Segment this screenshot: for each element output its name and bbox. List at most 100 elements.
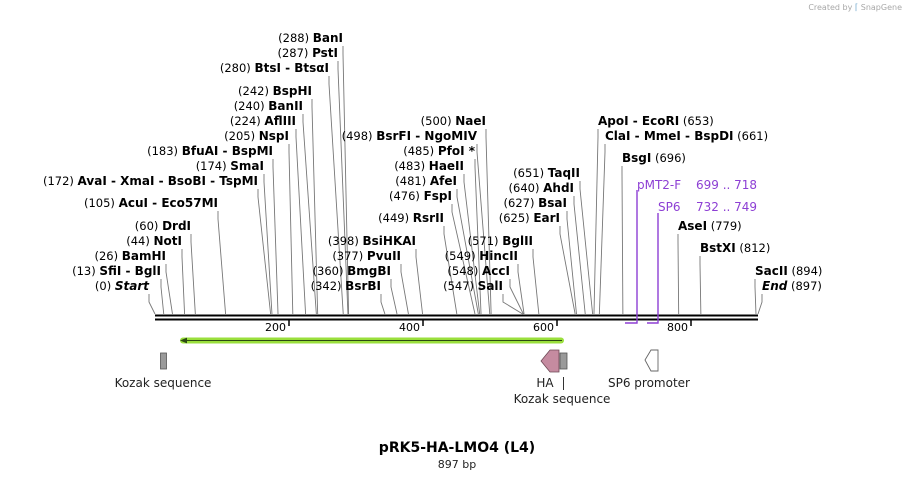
site-position: (571) xyxy=(468,234,503,248)
site-label-btsi[interactable]: (280) BtsI - BtsαI xyxy=(220,61,329,75)
site-label-bani[interactable]: (288) BanI xyxy=(278,31,343,45)
site-label-sacii[interactable]: SacII (894) xyxy=(755,264,822,278)
site-label-nspi[interactable]: (205) NspI xyxy=(224,129,289,143)
site-label-banii[interactable]: (240) BanII xyxy=(234,99,303,113)
site-label-bsai[interactable]: (627) BsaI xyxy=(504,196,567,210)
site-label-hincii[interactable]: (549) HincII xyxy=(445,249,518,263)
site-label-acui[interactable]: (105) AcuI - Eco57MI xyxy=(84,196,218,210)
site-label-taqii[interactable]: (651) TaqII xyxy=(513,166,580,180)
site-label-bglii[interactable]: (571) BglII xyxy=(468,234,533,248)
site-label-acci[interactable]: (548) AccI xyxy=(447,264,510,278)
site-label-sfii[interactable]: (13) SfiI - BglI xyxy=(72,264,161,278)
feature-ha[interactable]: HA xyxy=(536,349,560,390)
site-position: (280) xyxy=(220,61,255,75)
site-position: (625) xyxy=(499,211,534,225)
enzyme-name: BsrBI xyxy=(345,279,381,293)
site-line-sacii xyxy=(754,279,757,315)
site-label-bsphi[interactable]: (242) BspHI xyxy=(238,84,312,98)
site-line-naei xyxy=(485,129,492,315)
enzyme-name: BsrFI - NgoMIV xyxy=(376,129,477,143)
site-position: (547) xyxy=(443,279,478,293)
site-position: (377) xyxy=(332,249,367,263)
enzyme-name: AcuI - Eco57MI xyxy=(119,196,218,210)
site-label-rsrii[interactable]: (449) RsrII xyxy=(378,211,444,225)
site-label-eari[interactable]: (625) EarI xyxy=(499,211,560,225)
site-line-end xyxy=(757,294,763,315)
enzyme-name: BspHI xyxy=(273,84,312,98)
site-label-pvuii[interactable]: (377) PvuII xyxy=(332,249,401,263)
enzyme-name: BsgI xyxy=(622,151,651,165)
enzyme-name: BmgBI xyxy=(347,264,391,278)
site-label-naei[interactable]: (500) NaeI xyxy=(421,114,486,128)
map-title: pRK5-HA-LMO4 (L4) xyxy=(378,440,536,456)
site-position: (287) xyxy=(277,46,312,60)
enzyme-name: BamHI xyxy=(122,249,166,263)
enzyme-name: BglII xyxy=(502,234,533,248)
site-position: (476) xyxy=(389,189,424,203)
primer-pmt2-f[interactable]: pMT2-F 699 .. 718 xyxy=(625,178,757,324)
enzyme-name: AseI xyxy=(678,219,707,233)
site-label-bsrfi[interactable]: (498) BsrFI - NgoMIV xyxy=(342,129,478,143)
feature-kozak-2[interactable]: Kozak sequence xyxy=(514,352,611,406)
primer-sp6[interactable]: SP6 732 .. 749 xyxy=(647,200,757,324)
tick-800: 800 xyxy=(667,320,692,334)
site-line-ahdi xyxy=(573,196,586,315)
site-label-start[interactable]: (0) Start xyxy=(95,279,150,293)
site-position: (481) xyxy=(395,174,430,188)
tick-label-200: 200 xyxy=(265,321,286,334)
site-label-apoi[interactable]: ApoI - EcoRI (653) xyxy=(598,114,714,128)
site-label-haeii[interactable]: (483) HaeII xyxy=(394,159,464,173)
site-label-ahdi[interactable]: (640) AhdI xyxy=(509,181,574,195)
site-label-bamhi[interactable]: (26) BamHI xyxy=(94,249,166,263)
site-label-afei[interactable]: (481) AfeI xyxy=(395,174,457,188)
enzyme-name: PfoI * xyxy=(438,144,476,158)
site-label-bsgi[interactable]: BsgI (696) xyxy=(622,151,686,165)
credit-text: Created by xyxy=(808,3,853,12)
feature-kozak-1-label: Kozak sequence xyxy=(115,376,212,390)
tick-label-800: 800 xyxy=(667,321,688,334)
feature-sp6-promoter[interactable]: SP6 promoter xyxy=(608,349,690,390)
orf-arrow[interactable] xyxy=(180,337,564,344)
site-label-bsihkai[interactable]: (398) BsiHKAI xyxy=(328,234,416,248)
site-label-psti[interactable]: (287) PstI xyxy=(277,46,338,60)
enzyme-name: HaeII xyxy=(429,159,464,173)
site-label-noti[interactable]: (44) NotI xyxy=(126,234,182,248)
primer-sp6-range: 732 .. 749 xyxy=(696,200,757,214)
enzyme-name: HincII xyxy=(479,249,518,263)
site-position: (627) xyxy=(504,196,539,210)
tick-200: 200 xyxy=(265,320,290,334)
site-position: (548) xyxy=(447,264,482,278)
site-label-end[interactable]: End (897) xyxy=(762,279,822,293)
site-label-clai[interactable]: ClaI - MmeI - BspDI (661) xyxy=(605,129,768,143)
site-position: (651) xyxy=(513,166,548,180)
snapgene-credit: Created by ⌈ SnapGene xyxy=(808,3,902,13)
site-line-nspi xyxy=(288,144,294,315)
enzyme-name: SalI xyxy=(478,279,503,293)
feature-kozak-1[interactable]: Kozak sequence xyxy=(115,352,212,390)
site-label-bsrbi[interactable]: (342) BsrBI xyxy=(311,279,381,293)
site-label-pfoi[interactable]: (485) PfoI * xyxy=(403,144,475,158)
site-label-drdi[interactable]: (60) DrdI xyxy=(135,219,191,233)
site-label-bmgbi[interactable]: (360) BmgBI xyxy=(313,264,391,278)
site-label-avai[interactable]: (172) AvaI - XmaI - BsoBI - TspMI xyxy=(43,174,258,188)
enzyme-name: FspI xyxy=(424,189,452,203)
site-label-sali[interactable]: (547) SalI xyxy=(443,279,503,293)
backbone xyxy=(155,314,758,321)
enzyme-name: Start xyxy=(115,279,150,293)
enzyme-name: NspI xyxy=(259,129,289,143)
site-label-fspi[interactable]: (476) FspI xyxy=(389,189,452,203)
site-position: (500) xyxy=(421,114,456,128)
enzyme-name: BanII xyxy=(268,99,303,113)
site-label-smai[interactable]: (174) SmaI xyxy=(196,159,264,173)
enzyme-name: SfiI - BglI xyxy=(99,264,161,278)
enzyme-name: ApoI - EcoRI xyxy=(598,114,679,128)
site-line-bmgbi xyxy=(390,279,398,315)
site-label-bstxi[interactable]: BstXI (812) xyxy=(700,241,770,255)
site-label-bfuai[interactable]: (183) BfuAI - BspMI xyxy=(147,144,273,158)
site-label-afliii[interactable]: (224) AflIII xyxy=(230,114,296,128)
tick-label-600: 600 xyxy=(533,321,554,334)
site-line-bglii xyxy=(532,249,540,315)
enzyme-name: AvaI - XmaI - BsoBI - TspMI xyxy=(78,174,258,188)
site-label-asei[interactable]: AseI (779) xyxy=(678,219,742,233)
site-line-acci xyxy=(509,279,524,315)
